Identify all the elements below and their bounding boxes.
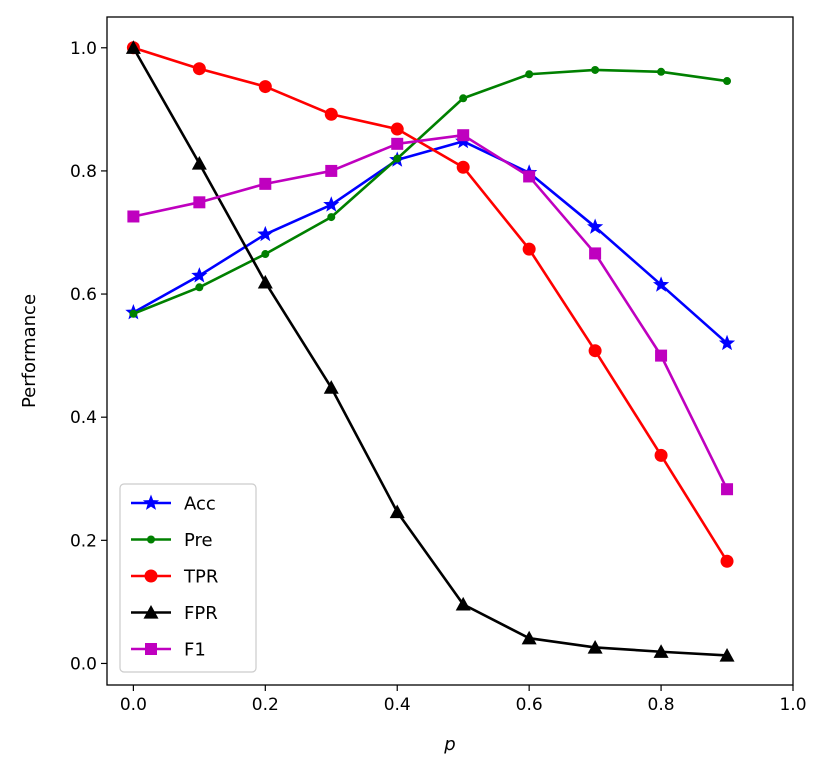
legend-label-acc: Acc (184, 494, 216, 515)
legend-item-tpr: TPR (131, 567, 218, 588)
data-point-tpr (258, 80, 272, 94)
data-point-f1 (325, 164, 338, 177)
data-point-f1 (193, 196, 206, 209)
data-point-fpr (521, 630, 537, 645)
data-point-tpr (522, 242, 536, 256)
data-point-pre (591, 65, 600, 74)
data-point-pre (261, 250, 270, 259)
data-point-fpr (257, 274, 273, 289)
y-tick-label: 0.0 (70, 654, 97, 674)
series-fpr (125, 40, 735, 662)
data-point-tpr (192, 62, 206, 76)
data-point-f1 (721, 483, 734, 496)
data-point-fpr (125, 40, 141, 54)
data-point-f1 (391, 137, 404, 150)
series-tpr (126, 41, 734, 568)
y-tick-label: 0.8 (70, 162, 97, 182)
data-point-acc (652, 276, 670, 292)
plot-frame (106, 16, 794, 686)
data-point-f1 (589, 247, 602, 260)
data-point-fpr (191, 156, 207, 170)
y-tick-label: 0.4 (70, 408, 97, 428)
series-layer (125, 40, 736, 662)
legend-label-pre: Pre (184, 530, 213, 551)
y-tick-label: 0.6 (70, 285, 97, 305)
legend-label-tpr: TPR (183, 567, 218, 588)
data-point-pre (195, 283, 204, 292)
data-point-f1 (259, 177, 272, 190)
x-tick-label: 1.0 (779, 695, 806, 715)
data-point-fpr (653, 644, 669, 658)
x-tick-label: 0.0 (120, 695, 147, 715)
series-line-tpr (132, 46, 729, 562)
legend-marker-acc (142, 494, 160, 510)
data-point-fpr (587, 639, 603, 654)
axes-layer: 0.0 0.2 0.4 0.6 0.8 1.0 0.0 0.2 0.4 0.6 0.8 1.0 (70, 39, 807, 715)
data-point-tpr (324, 107, 338, 121)
data-point-tpr (654, 448, 668, 462)
series-line-fpr (132, 47, 728, 657)
y-tick-label: 1.0 (70, 39, 97, 59)
x-tick-label: 0.4 (384, 695, 411, 715)
legend-item-pre: Pre (131, 530, 213, 551)
x-tick-label: 0.8 (648, 695, 675, 715)
data-point-pre (525, 70, 534, 79)
legend-marker-tpr (144, 569, 158, 583)
series-line-pre (132, 68, 728, 315)
data-point-f1 (655, 349, 668, 362)
series-pre (129, 65, 732, 318)
data-point-pre (129, 309, 138, 318)
data-point-acc (323, 196, 340, 212)
x-tick-label: 0.6 (516, 695, 543, 715)
legend-label-f1: F1 (184, 640, 206, 661)
data-point-pre (327, 213, 336, 222)
data-point-fpr (719, 647, 735, 662)
legend-item-f1: F1 (131, 640, 206, 661)
data-point-pre (393, 154, 402, 163)
data-point-fpr (323, 380, 339, 394)
legend-label-fpr: FPR (184, 603, 218, 624)
data-point-acc (718, 334, 736, 351)
data-point-f1 (127, 210, 140, 223)
x-tick-label: 0.2 (252, 695, 279, 715)
data-point-tpr (720, 554, 734, 568)
legend-marker-pre (147, 535, 155, 544)
legend-marker-fpr (143, 605, 159, 619)
data-point-f1 (457, 129, 470, 142)
data-point-acc (191, 267, 208, 283)
legend-marker-f1 (145, 643, 157, 655)
data-point-acc (587, 218, 604, 234)
data-point-tpr (456, 160, 470, 174)
data-point-pre (657, 67, 666, 76)
legend-box (119, 483, 257, 673)
data-point-f1 (523, 170, 536, 183)
series-f1 (127, 129, 734, 496)
y-tick-label: 0.2 (70, 531, 97, 551)
x-axis-title: p (443, 734, 455, 755)
data-point-pre (723, 77, 732, 86)
data-point-fpr (389, 504, 405, 519)
series-line-f1 (133, 133, 729, 490)
data-point-pre (459, 94, 468, 103)
data-point-tpr (390, 122, 404, 136)
data-point-acc (257, 225, 274, 242)
series-line-acc (132, 140, 728, 345)
data-point-fpr (455, 596, 471, 611)
legend: Acc Pre TPR FPR F1 (119, 483, 257, 673)
data-point-tpr (588, 344, 602, 358)
legend-item-fpr: FPR (131, 603, 218, 624)
y-axis-title: Performance (19, 294, 40, 408)
legend-item-acc: Acc (131, 494, 216, 515)
